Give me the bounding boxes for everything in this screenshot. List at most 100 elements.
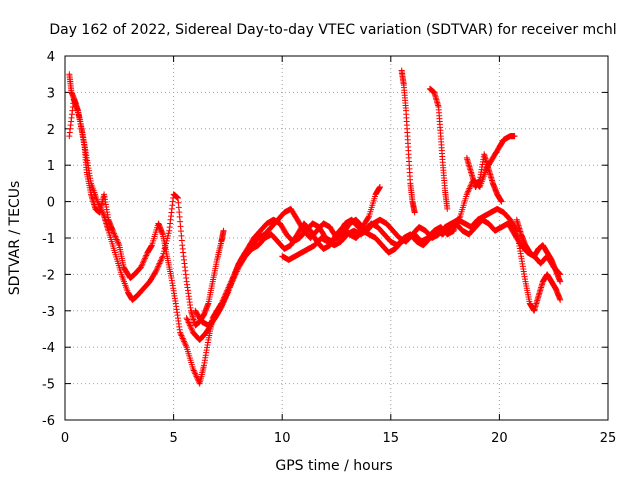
- data-point: [94, 198, 101, 205]
- data-point-interp: [163, 237, 170, 244]
- data-point-interp: [181, 338, 188, 345]
- data-point-interp: [139, 259, 146, 266]
- data-point-interp: [97, 205, 104, 212]
- data-point-interp: [164, 235, 171, 242]
- data-point-interp: [220, 299, 227, 306]
- data-point-interp: [155, 263, 162, 270]
- data-point-interp: [178, 332, 185, 339]
- data-point-interp: [142, 253, 149, 260]
- data-point-interp: [234, 264, 241, 271]
- data-points: [66, 67, 564, 387]
- data-point: [557, 278, 564, 285]
- data-point-interp: [158, 256, 165, 263]
- x-tick-label: 25: [600, 431, 617, 446]
- y-tick-label: 1: [47, 159, 55, 174]
- data-point-interp: [232, 268, 239, 275]
- x-tick-label: 10: [274, 431, 291, 446]
- data-point-interp: [467, 184, 474, 191]
- data-point-interp: [157, 259, 164, 266]
- y-tick-label: 3: [47, 86, 55, 101]
- data-point: [138, 264, 145, 271]
- data-point-interp: [98, 207, 105, 214]
- data-point: [231, 271, 238, 278]
- data-point: [376, 184, 383, 191]
- data-point: [463, 191, 470, 198]
- data-point-interp: [162, 240, 169, 247]
- data-point-interp: [222, 293, 229, 300]
- data-point: [511, 133, 518, 140]
- data-point-interp: [465, 188, 472, 195]
- data-point-interp: [141, 255, 148, 262]
- data-point-interp: [114, 239, 121, 246]
- data-point-interp: [192, 370, 199, 377]
- data-point-interp: [234, 265, 241, 272]
- data-point-interp: [182, 341, 189, 348]
- y-tick-label: 0: [47, 196, 55, 211]
- axis-ticks: 0 5 10 15 20 25 -6 -5 -4 -3 -2 -1 0 1 2 3 4: [42, 50, 616, 446]
- data-point-interp: [181, 339, 188, 346]
- data-point-interp: [187, 323, 194, 330]
- y-axis-label: SDTVAR / TECUs: [7, 181, 23, 296]
- data-point-interp: [184, 317, 191, 324]
- data-point-interp: [139, 261, 146, 268]
- data-point-interp: [152, 268, 159, 275]
- data-point-interp: [95, 201, 102, 208]
- data-point-interp: [190, 367, 197, 374]
- data-point-interp: [465, 186, 472, 193]
- data-point-interp: [188, 326, 195, 333]
- data-point-interp: [177, 331, 184, 338]
- y-tick-label: -1: [42, 232, 55, 247]
- data-point-interp: [165, 230, 172, 237]
- data-point-interp: [153, 266, 160, 273]
- y-tick-label: -6: [42, 414, 55, 429]
- data-point-interp: [155, 261, 162, 268]
- y-tick-label: 2: [47, 123, 55, 138]
- data-point-interp: [188, 325, 195, 332]
- data-point-interp: [184, 316, 191, 323]
- data-point-interp: [179, 334, 186, 341]
- data-point-interp: [464, 189, 471, 196]
- data-point-interp: [115, 240, 122, 247]
- data-point-interp: [110, 229, 117, 236]
- data-point-interp: [160, 250, 167, 257]
- data-point-interp: [140, 258, 147, 265]
- data-point-interp: [232, 269, 239, 276]
- data-point-interp: [186, 320, 193, 327]
- data-point-interp: [99, 210, 106, 217]
- data-point-interp: [180, 336, 187, 343]
- data-point: [153, 267, 160, 274]
- data-point-interp: [221, 296, 228, 303]
- data-point: [220, 227, 227, 234]
- data-point-interp: [161, 245, 168, 252]
- data-point-interp: [224, 291, 231, 298]
- data-point-interp: [157, 257, 164, 264]
- data-point-interp: [164, 232, 171, 239]
- data-point-interp: [217, 305, 224, 312]
- y-tick-label: -5: [42, 378, 55, 393]
- y-tick-label: 4: [47, 50, 55, 65]
- data-point-interp: [97, 204, 104, 211]
- data-point: [177, 329, 184, 336]
- data-point-interp: [192, 371, 199, 378]
- data-point-interp: [222, 295, 229, 302]
- data-point-interp: [138, 262, 145, 269]
- data-point-interp: [219, 302, 226, 309]
- x-axis-label: GPS time / hours: [275, 458, 392, 474]
- data-point-interp: [113, 236, 120, 243]
- x-tick-label: 5: [169, 431, 177, 446]
- x-tick-label: 0: [61, 431, 69, 446]
- data-point-interp: [466, 185, 473, 192]
- data-point-interp: [159, 254, 166, 261]
- data-point-interp: [182, 342, 189, 349]
- data-point-interp: [162, 243, 169, 250]
- data-point: [411, 209, 418, 216]
- data-point-interp: [233, 267, 240, 274]
- plot-frame: [64, 55, 609, 421]
- data-point-interp: [237, 258, 244, 265]
- data-point-interp: [111, 230, 118, 237]
- data-point-interp: [141, 256, 148, 263]
- chart-title: Day 162 of 2022, Sidereal Day-to-day VTE…: [49, 22, 616, 38]
- data-point-interp: [154, 264, 161, 271]
- data-point-interp: [365, 214, 372, 221]
- data-point: [190, 366, 197, 373]
